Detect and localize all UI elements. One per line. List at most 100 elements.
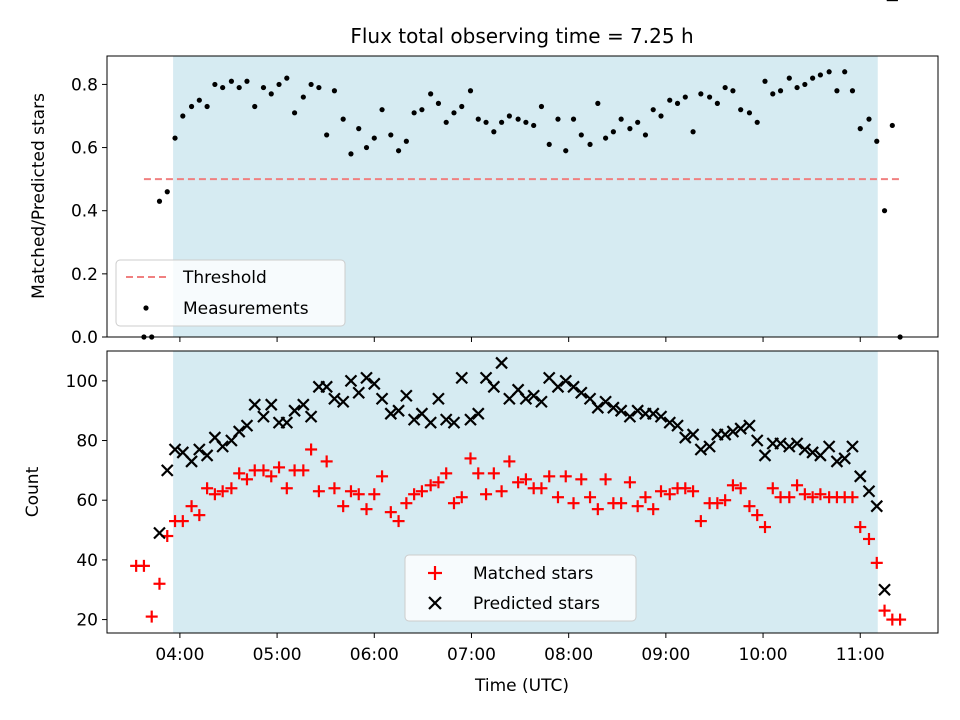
predicted-star-marker [455, 371, 469, 385]
measurement-point [770, 91, 776, 97]
measurement-point [570, 116, 577, 122]
marker-stroke [830, 455, 844, 468]
bottom-legend: Matched stars Predicted stars [404, 554, 637, 622]
matched-star-marker [185, 500, 198, 513]
matched-star-marker [400, 497, 413, 510]
predicted-star-marker [567, 380, 580, 394]
predicted-star-marker [193, 443, 206, 456]
measurement-point [316, 84, 322, 91]
measurement-point [428, 91, 434, 97]
matched-star-marker [137, 559, 150, 572]
matched-star-marker [575, 473, 588, 486]
predicted-star-marker [392, 404, 405, 417]
measurement-point [690, 129, 696, 135]
predicted-star-marker [336, 395, 350, 409]
matched-star-marker [208, 488, 221, 501]
matched-star-marker [783, 491, 796, 504]
measurement-point [156, 198, 163, 204]
measurement-point [635, 119, 641, 125]
measurement-point [523, 119, 529, 125]
matched-star-marker [233, 467, 246, 480]
predicted-star-marker [424, 416, 437, 429]
matched-star-marker [447, 497, 460, 510]
measurement-point [842, 69, 848, 75]
predicted-star-marker [375, 392, 389, 406]
measurement-point [722, 84, 728, 91]
measurement-point [563, 148, 569, 154]
matched-star-marker [384, 506, 397, 519]
y-tick-label: 0.8 [71, 75, 98, 95]
marker-stroke [328, 392, 341, 406]
predicted-star-marker [232, 425, 246, 438]
marker-stroke [375, 392, 389, 406]
measurement-point [531, 122, 537, 129]
marker-stroke [304, 410, 318, 423]
measurement-point [627, 126, 633, 132]
predicted-star-marker [559, 374, 573, 388]
marker-stroke [671, 419, 684, 432]
matched-star-marker [305, 443, 318, 456]
matched-star-marker [328, 482, 341, 495]
predicted-star-marker [631, 404, 644, 417]
measurement-point [356, 126, 362, 132]
measurement-point [578, 132, 584, 138]
predicted-star-marker [783, 440, 796, 453]
bottom-axes-frame [106, 350, 939, 634]
matched-star-marker [495, 485, 508, 498]
matched-star-marker [591, 503, 604, 516]
measurement-point [762, 78, 768, 84]
matched-star-marker [854, 521, 867, 534]
measurement-point [180, 113, 186, 119]
measurement-point [220, 84, 226, 91]
marker-stroke [160, 464, 174, 477]
measurement-point [587, 141, 593, 148]
x-tick-label: 04:00 [155, 645, 204, 665]
measurement-point [212, 81, 218, 88]
predicted-star-marker [352, 386, 366, 400]
marker-stroke [344, 374, 358, 388]
top-x-ticks [179, 337, 861, 342]
matched-star-marker [512, 476, 525, 489]
predicted-star-marker [185, 455, 198, 468]
marker-stroke [798, 443, 812, 456]
marker-stroke [575, 386, 588, 400]
marker-stroke [479, 371, 493, 385]
measurement-point [172, 135, 178, 141]
marker-stroke [153, 526, 166, 540]
matched-star-marker [472, 467, 485, 480]
predicted-star-marker [758, 449, 772, 462]
matched-stars-points [130, 443, 907, 626]
measurement-point [228, 78, 235, 84]
top-y-ticks: 0.0 0.2 0.4 0.6 0.8 [71, 75, 107, 348]
x-axis-label: Time (UTC) [474, 676, 569, 696]
measurement-point [555, 116, 561, 122]
legend-predicted-label: Predicted stars [473, 594, 600, 614]
measurement-point [411, 110, 417, 116]
marker-stroke [297, 398, 310, 411]
marker-stroke [535, 395, 548, 409]
matched-star-marker [663, 488, 676, 501]
predicted-star-marker [248, 398, 262, 411]
marker-stroke [384, 407, 398, 420]
measurement-point [866, 116, 872, 122]
matched-star-marker [870, 556, 883, 569]
matched-star-marker [694, 515, 707, 528]
predicted-star-marker [200, 449, 214, 462]
predicted-star-marker [297, 398, 310, 411]
predicted-star-marker [838, 452, 851, 465]
matched-star-marker [193, 509, 206, 522]
marker-stroke [583, 392, 597, 406]
measurement-points [141, 69, 903, 340]
measurement-point [746, 110, 753, 116]
measurement-point [276, 81, 282, 88]
legend-matched-label: Matched stars [473, 564, 593, 584]
measurement-point [714, 100, 720, 106]
matched-star-marker [751, 509, 764, 522]
measurement-point [451, 110, 457, 116]
matched-star-marker [711, 497, 724, 510]
predicted-star-marker [487, 380, 501, 394]
matched-star-marker [368, 488, 381, 501]
measurement-point [443, 119, 449, 125]
marker-stroke [614, 404, 628, 417]
y-tick-label: 20 [76, 611, 98, 631]
